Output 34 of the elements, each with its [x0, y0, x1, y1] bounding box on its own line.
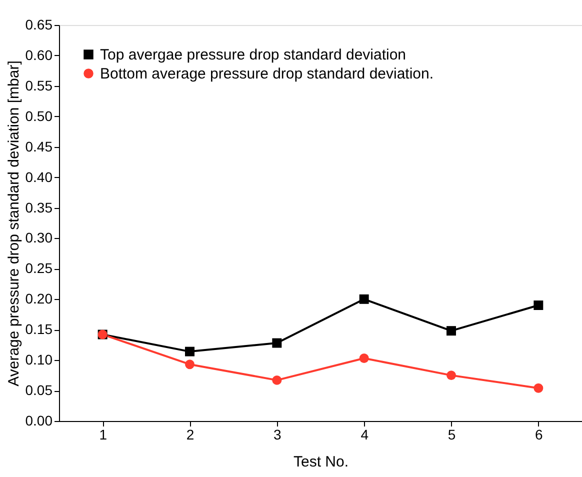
point [534, 300, 544, 310]
y-tick-label: 0.15 [25, 321, 53, 338]
y-tick-label: 0.65 [25, 16, 53, 32]
y-tick-label: 0.40 [25, 168, 53, 185]
point [185, 360, 194, 370]
y-tick-label: 0.55 [25, 77, 53, 94]
y-axis-title: Average pressure drop standard deviation [mbar] [5, 60, 22, 386]
x-tick-label: 5 [448, 426, 456, 442]
y-tick-label: 0.60 [25, 46, 53, 63]
y-tick-label: 0.05 [25, 382, 53, 398]
x-tick-label: 3 [274, 426, 282, 442]
point [359, 354, 369, 363]
point [272, 338, 282, 348]
point [446, 370, 456, 380]
x-axis-title: Test No. [293, 454, 349, 470]
x-tick-label: 1 [99, 426, 108, 442]
legend-label: Top avergae pressure drop standard deviation [100, 46, 406, 64]
y-tick-label: 0.25 [25, 260, 53, 276]
x-tick-label: 2 [186, 426, 194, 442]
point [272, 375, 282, 385]
x-tick-label: 4 [360, 426, 369, 442]
y-tick-label: 0.50 [25, 108, 53, 124]
x-tick-label: 6 [535, 426, 544, 442]
y-tick-label: 0.20 [25, 290, 53, 307]
y-tick-label: 0.10 [25, 352, 53, 368]
y-tick-label: 0.30 [25, 230, 53, 246]
point [446, 326, 456, 336]
legend-label: Bottom average pressure drop standard deviation. [100, 66, 434, 82]
y-tick-label: 0.45 [25, 138, 53, 154]
y-tick-label: 0.35 [25, 199, 53, 216]
point [185, 346, 194, 356]
point [359, 294, 369, 304]
y-tick-label: 0.00 [25, 412, 53, 428]
point [534, 383, 544, 393]
